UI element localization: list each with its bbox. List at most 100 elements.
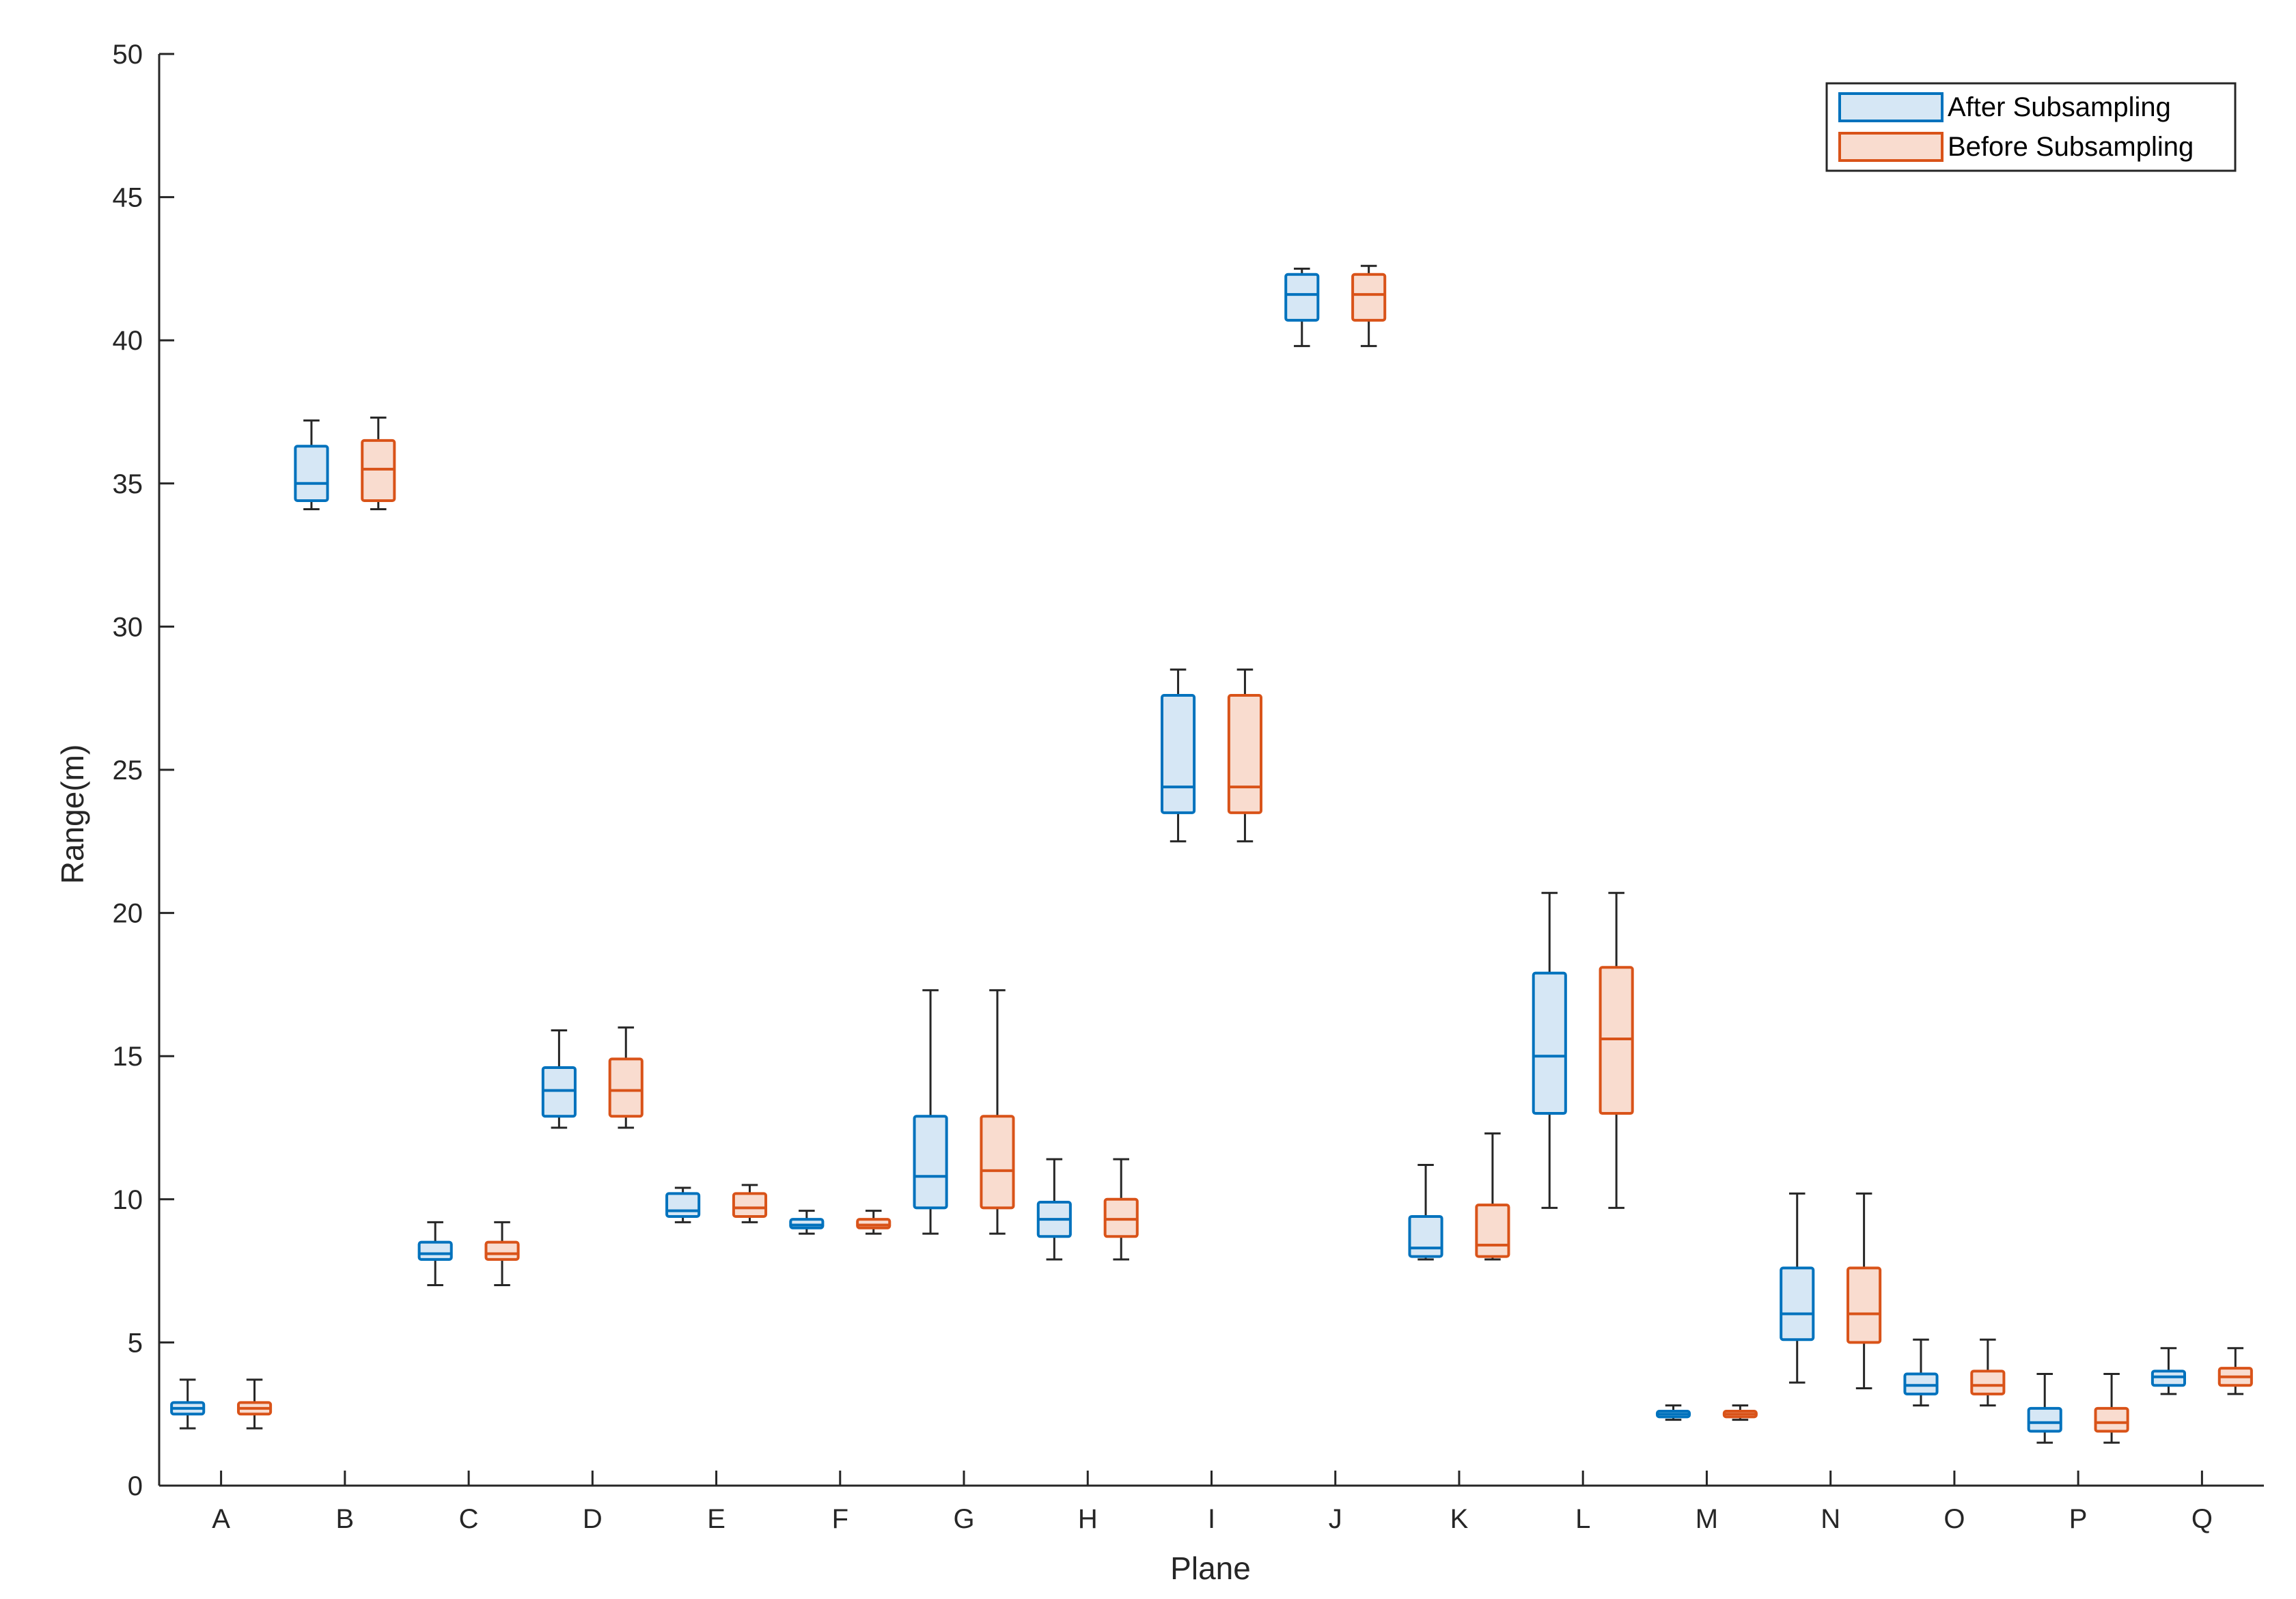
box-iqr — [1475, 1204, 1510, 1258]
box-iqr — [1780, 1266, 1815, 1341]
x-tick-label: I — [1208, 1504, 1215, 1534]
box-iqr — [1103, 1197, 1139, 1238]
y-tick-label: 35 — [113, 469, 143, 499]
box-iqr — [2150, 1369, 2187, 1387]
box-before-subsampling-f — [856, 1210, 891, 1235]
box-iqr — [1847, 1266, 1882, 1344]
box-after-subsampling-m — [1655, 1404, 1691, 1421]
box-iqr — [856, 1218, 891, 1229]
box-iqr — [2094, 1406, 2129, 1433]
box-iqr — [732, 1192, 768, 1218]
box-after-subsampling-b — [294, 419, 329, 511]
box-before-subsampling-q — [2217, 1347, 2253, 1395]
boxes-layer — [170, 264, 2253, 1444]
box-before-subsampling-d — [608, 1026, 644, 1129]
box-iqr — [294, 445, 329, 502]
box-after-subsampling-f — [789, 1210, 825, 1235]
y-tick-label: 40 — [113, 326, 143, 356]
axes-layer: 0 5 10 15 20 25 30 35 40 45 50 A B C D E F G H I J K L M N O P Q — [113, 40, 2264, 1534]
box-after-subsampling-j — [1284, 267, 1320, 348]
box-before-subsampling-g — [980, 989, 1015, 1235]
y-tick-label: 50 — [113, 40, 143, 70]
x-tick-label: B — [336, 1504, 355, 1534]
box-before-subsampling-n — [1847, 1192, 1882, 1389]
box-iqr — [484, 1240, 520, 1261]
box-iqr — [1161, 694, 1196, 814]
y-tick-label: 15 — [113, 1042, 143, 1072]
box-iqr — [1970, 1369, 2006, 1395]
box-after-subsampling-d — [541, 1029, 577, 1129]
x-tick-label: G — [953, 1504, 974, 1534]
box-iqr — [541, 1066, 577, 1118]
box-before-subsampling-i — [1227, 668, 1262, 843]
box-after-subsampling-a — [170, 1378, 206, 1430]
box-iqr — [1227, 694, 1262, 814]
box-before-subsampling-a — [236, 1378, 273, 1430]
box-iqr — [1408, 1214, 1443, 1258]
box-iqr — [913, 1115, 948, 1210]
x-tick-label: J — [1329, 1504, 1342, 1534]
x-tick-label: M — [1696, 1504, 1718, 1534]
x-tick-label: F — [832, 1504, 848, 1534]
y-tick-label: 30 — [113, 612, 143, 642]
box-after-subsampling-g — [913, 989, 948, 1235]
x-tick-label: D — [583, 1504, 603, 1534]
x-tick-label: N — [1821, 1504, 1840, 1534]
box-before-subsampling-h — [1103, 1158, 1139, 1261]
box-before-subsampling-c — [484, 1221, 520, 1287]
box-before-subsampling-m — [1722, 1404, 1758, 1421]
box-iqr — [665, 1192, 701, 1218]
box-before-subsampling-e — [732, 1184, 768, 1223]
x-tick-label: E — [707, 1504, 725, 1534]
y-tick-label: 45 — [113, 183, 143, 213]
legend-swatch-after — [1838, 92, 1944, 122]
box-before-subsampling-b — [361, 416, 396, 511]
box-after-subsampling-q — [2150, 1347, 2187, 1395]
box-iqr — [1903, 1372, 1939, 1395]
y-tick-label: 10 — [113, 1185, 143, 1215]
x-tick-label: P — [2069, 1504, 2088, 1534]
box-after-subsampling-i — [1161, 668, 1196, 843]
box-after-subsampling-o — [1903, 1338, 1939, 1407]
box-after-subsampling-l — [1532, 891, 1567, 1209]
legend: After Subsampling Before Subsampling — [1825, 82, 2237, 172]
box-iqr — [608, 1057, 644, 1118]
box-iqr — [417, 1240, 453, 1261]
box-iqr — [2027, 1406, 2062, 1433]
x-tick-label: K — [1450, 1504, 1469, 1534]
box-iqr — [361, 439, 396, 502]
y-tick-label: 25 — [113, 755, 143, 785]
x-tick-label: H — [1078, 1504, 1098, 1534]
y-tick-label: 0 — [128, 1471, 143, 1501]
box-iqr — [1351, 273, 1387, 322]
box-before-subsampling-k — [1475, 1132, 1510, 1261]
x-tick-label: C — [459, 1504, 479, 1534]
x-tick-label: A — [212, 1504, 230, 1534]
y-tick-label: 5 — [128, 1328, 143, 1358]
legend-swatch-before — [1838, 132, 1944, 162]
box-before-subsampling-p — [2094, 1373, 2129, 1444]
box-after-subsampling-h — [1036, 1158, 1072, 1261]
box-iqr — [789, 1218, 825, 1229]
box-after-subsampling-e — [665, 1186, 701, 1223]
x-axis-title: Plane — [1170, 1551, 1251, 1586]
box-after-subsampling-n — [1780, 1192, 1815, 1384]
y-axis-title: Range(m) — [55, 745, 90, 885]
x-tick-label: L — [1575, 1504, 1590, 1534]
y-tick-label: 20 — [113, 899, 143, 929]
box-after-subsampling-k — [1408, 1163, 1443, 1261]
legend-label-before: Before Subsampling — [1948, 132, 2194, 162]
box-iqr — [1599, 966, 1634, 1115]
box-iqr — [1532, 971, 1567, 1115]
box-iqr — [1284, 273, 1320, 322]
box-after-subsampling-p — [2027, 1373, 2062, 1444]
x-tick-label: Q — [2191, 1504, 2213, 1534]
box-iqr — [980, 1115, 1015, 1210]
x-tick-label: O — [1944, 1504, 1965, 1534]
box-before-subsampling-j — [1351, 264, 1387, 348]
box-after-subsampling-c — [417, 1221, 453, 1287]
box-before-subsampling-o — [1970, 1338, 2006, 1407]
legend-label-after: After Subsampling — [1948, 92, 2171, 122]
